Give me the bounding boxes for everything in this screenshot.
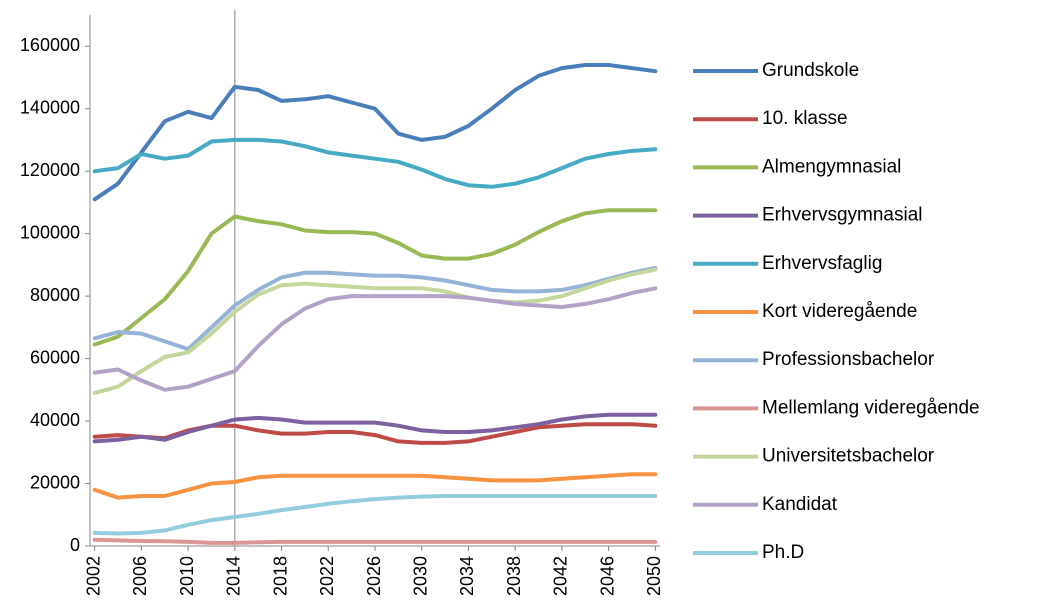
y-tick-label: 120000	[20, 160, 80, 180]
x-tick-label: 2034	[457, 556, 477, 596]
x-tick-label: 2018	[270, 556, 290, 596]
legend-label: 10. klasse	[762, 108, 848, 129]
y-tick-label: 20000	[30, 472, 80, 492]
series-line	[92, 537, 658, 545]
x-tick-label: 2042	[551, 556, 571, 596]
series-line	[92, 267, 658, 395]
legend-label: Ph.D	[762, 542, 804, 563]
y-tick-label: 80000	[30, 285, 80, 305]
x-tick-label: 2050	[644, 556, 664, 596]
series-line	[92, 286, 658, 392]
series-line	[92, 412, 658, 444]
legend-label: Kort videregående	[762, 301, 917, 322]
y-tick-label: 60000	[30, 347, 80, 367]
legend-label: Erhvervsfaglig	[762, 253, 882, 274]
y-tick-label: 40000	[30, 410, 80, 430]
y-tick-label: 160000	[20, 35, 80, 55]
series-line	[92, 494, 658, 536]
x-tick-label: 2022	[317, 556, 337, 596]
legend-label: Grundskole	[762, 60, 859, 81]
series-line	[92, 63, 658, 202]
series-line	[92, 472, 658, 500]
legend-label: Mellemlang videregående	[762, 397, 980, 418]
y-tick-label: 100000	[20, 222, 80, 242]
series-line	[92, 137, 658, 189]
series-line	[92, 266, 658, 352]
x-tick-label: 2026	[364, 556, 384, 596]
x-tick-label: 2046	[597, 556, 617, 596]
y-tick-label: 140000	[20, 97, 80, 117]
legend-label: Almengymnasial	[762, 156, 901, 177]
x-tick-label: 2006	[130, 556, 150, 596]
x-tick-label: 2014	[224, 556, 244, 596]
legend-label: Professionsbachelor	[762, 349, 935, 370]
legend-label: Erhvervsgymnasial	[762, 205, 923, 226]
series-line	[92, 208, 658, 347]
legend-label: Kandidat	[762, 494, 838, 515]
legend-label: Universitetsbachelor	[762, 446, 935, 467]
x-tick-label: 2010	[177, 556, 197, 596]
x-tick-label: 2038	[504, 556, 524, 596]
y-tick-label: 0	[70, 535, 80, 555]
legend: Grundskole 10. klasse Almengymnasial Erhver…	[693, 60, 980, 563]
x-tick-label: 2002	[83, 556, 103, 596]
x-tick-label: 2030	[410, 556, 430, 596]
